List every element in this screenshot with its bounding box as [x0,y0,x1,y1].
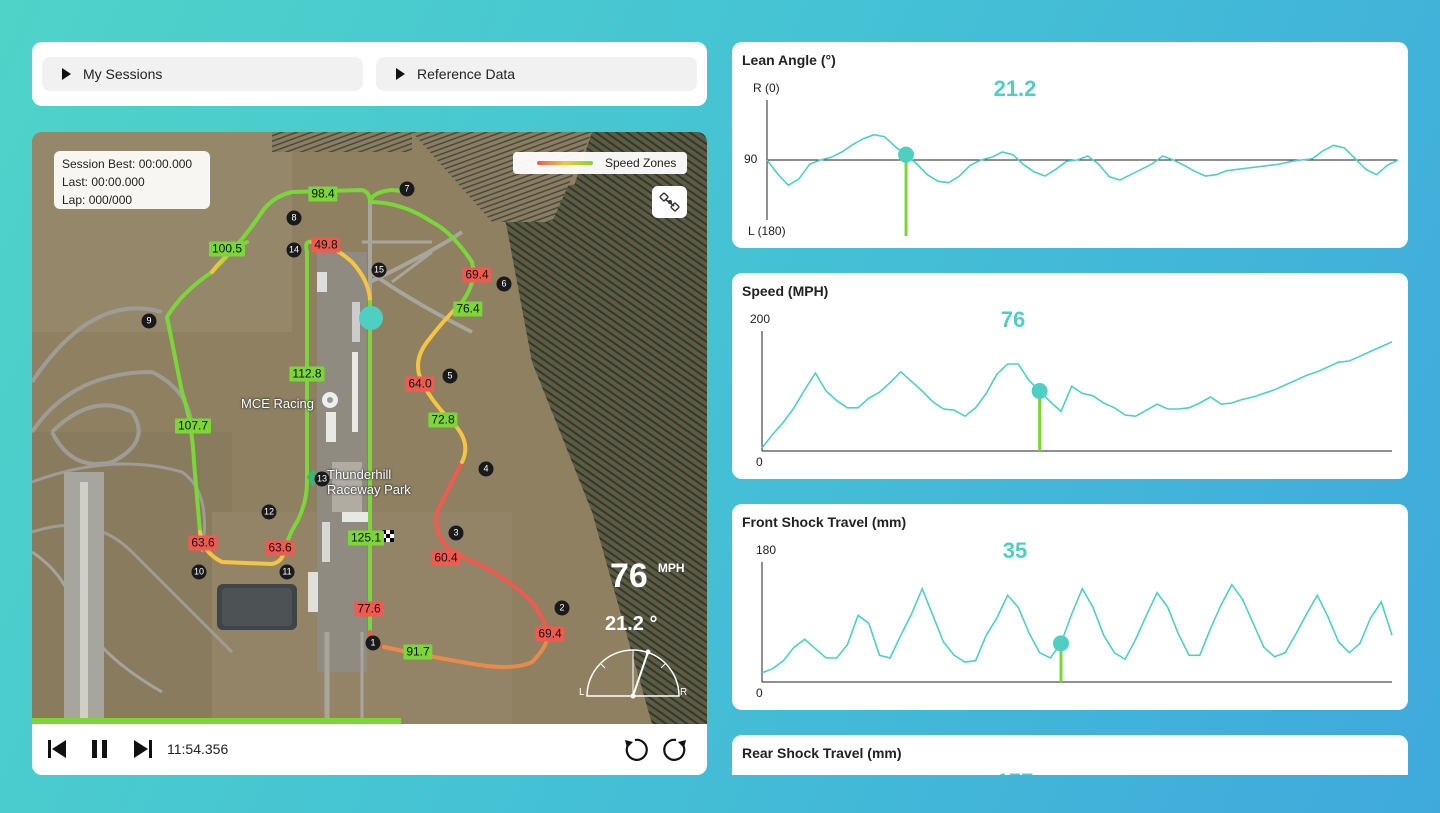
speed-tag: 91.7 [403,644,433,660]
front-shock-plot [761,562,1393,683]
series-line [761,583,1393,674]
reference-data-button[interactable]: Reference Data [376,57,697,91]
current-speed-readout: 76 MPH [610,557,685,596]
speed-tag: 64.0 [405,376,435,392]
turn-marker: 8 [286,210,302,226]
reference-data-label: Reference Data [417,66,516,82]
session-nav-panel: My Sessions Reference Data [32,42,707,106]
turn-marker: 6 [496,276,512,292]
turn-marker: 15 [371,262,387,278]
satellite-icon [658,192,680,212]
speed-tag: 63.6 [265,540,295,556]
chart-title: Speed (MPH) [742,283,829,299]
y-tick-top: 180 [756,543,777,557]
playhead-dot [1031,383,1048,399]
place-label-line: Raceway Park [327,482,411,497]
satellite-map[interactable]: Session Best: 00:00.000 Last: 00:00.000 … [32,132,707,724]
y-tick-top: 200 [750,312,771,326]
turn-marker: 10 [191,564,207,580]
play-triangle-icon [396,68,405,80]
speed-tag: 112.8 [289,366,325,382]
speed-chart[interactable]: Speed (MPH) 76 200 0 [732,273,1408,479]
turn-marker: 4 [478,461,494,477]
playhead-dot [898,146,915,163]
turn-marker: 7 [399,181,415,197]
session-best-text: Session Best: 00:00.000 [62,157,193,171]
speed-zones-label: Speed Zones [605,156,677,170]
rider-position-marker [359,306,383,330]
rewind-icon[interactable] [621,736,649,764]
place-label-mce-racing: MCE Racing [241,396,314,411]
place-label-line: Thunderhill [327,467,392,482]
satellite-map-canvas [32,132,707,724]
series-line [761,341,1393,449]
speed-tag: 107.7 [174,418,212,434]
place-label-thunderhill: Thunderhill Raceway Park [327,467,411,497]
y-tick-top: R (0) [753,81,780,95]
chart-title: Front Shock Travel (mm) [742,514,907,530]
current-lean-readout: 21.2 ° [605,613,658,635]
turn-marker: 9 [141,313,157,329]
fast-forward-icon[interactable] [662,736,690,764]
speed-zones-legend: Speed Zones [513,152,687,174]
lap-count-text: Lap: 000/000 [62,193,133,207]
chart-current-value: 177 [997,769,1034,775]
rear-shock-chart[interactable]: Rear Shock Travel (mm) 177 [732,735,1408,775]
y-tick-mid: 90 [744,152,758,166]
speed-tag: 76.4 [453,301,483,317]
playback-time: 11:54.356 [167,741,229,757]
last-lap-text: Last: 00:00.000 [62,175,145,189]
speed-tag: 69.4 [535,626,565,642]
speed-tag: 100.5 [208,241,246,257]
turn-marker: 3 [448,525,464,541]
speed-tag: 98.4 [308,186,338,202]
turn-marker: 13 [314,471,330,487]
y-tick-bottom: 0 [756,455,763,469]
playback-controls: 11:54.356 [32,724,707,775]
my-sessions-label: My Sessions [83,66,163,82]
front-shock-chart[interactable]: Front Shock Travel (mm) 35 180 0 [732,504,1408,710]
current-speed-unit: MPH [657,561,685,575]
lean-angle-chart[interactable]: Lean Angle (°) 21.2 R (0) 90 L (180) [732,42,1408,248]
turn-marker: 11 [279,564,295,580]
play-triangle-icon [62,68,71,80]
playhead-dot [1052,635,1069,652]
series-line [766,133,1399,187]
satellite-toggle-button[interactable] [652,186,687,218]
y-tick-bottom: L (180) [748,224,786,238]
speed-plot [761,331,1393,452]
track-map-panel: Session Best: 00:00.000 Last: 00:00.000 … [32,132,707,775]
speed-tag: 60.4 [431,550,461,566]
chart-current-value: 35 [1002,538,1028,563]
speed-tag: 125.1 [347,530,385,546]
gauge-right-label: R [680,687,688,698]
speed-tag: 69.4 [462,267,492,283]
chart-current-value: 76 [1000,307,1026,332]
gauge-left-label: L [579,687,585,698]
lap-info-box: Session Best: 00:00.000 Last: 00:00.000 … [54,151,210,209]
speed-tag: 49.8 [311,237,341,253]
skip-back-icon[interactable] [46,738,68,760]
pause-icon[interactable] [89,738,111,760]
turn-marker: 12 [261,504,277,520]
chart-current-value: 21.2 [993,76,1037,101]
speed-tag: 63.6 [188,535,218,551]
lean-angle-plot [766,100,1399,236]
turn-marker: 1 [365,635,381,651]
speed-gradient-swatch [537,161,593,165]
turn-marker: 2 [554,600,570,616]
chart-title: Lean Angle (°) [742,52,836,68]
y-tick-bottom: 0 [756,686,763,700]
turn-marker: 14 [286,242,302,258]
skip-forward-icon[interactable] [132,738,154,760]
turn-marker: 5 [442,368,458,384]
my-sessions-button[interactable]: My Sessions [42,57,363,91]
current-speed-value: 76 [610,557,648,595]
speed-tag: 77.6 [354,601,384,617]
playback-progress-bar[interactable] [32,718,402,724]
chart-title: Rear Shock Travel (mm) [742,745,902,761]
speed-tag: 72.8 [428,412,458,428]
